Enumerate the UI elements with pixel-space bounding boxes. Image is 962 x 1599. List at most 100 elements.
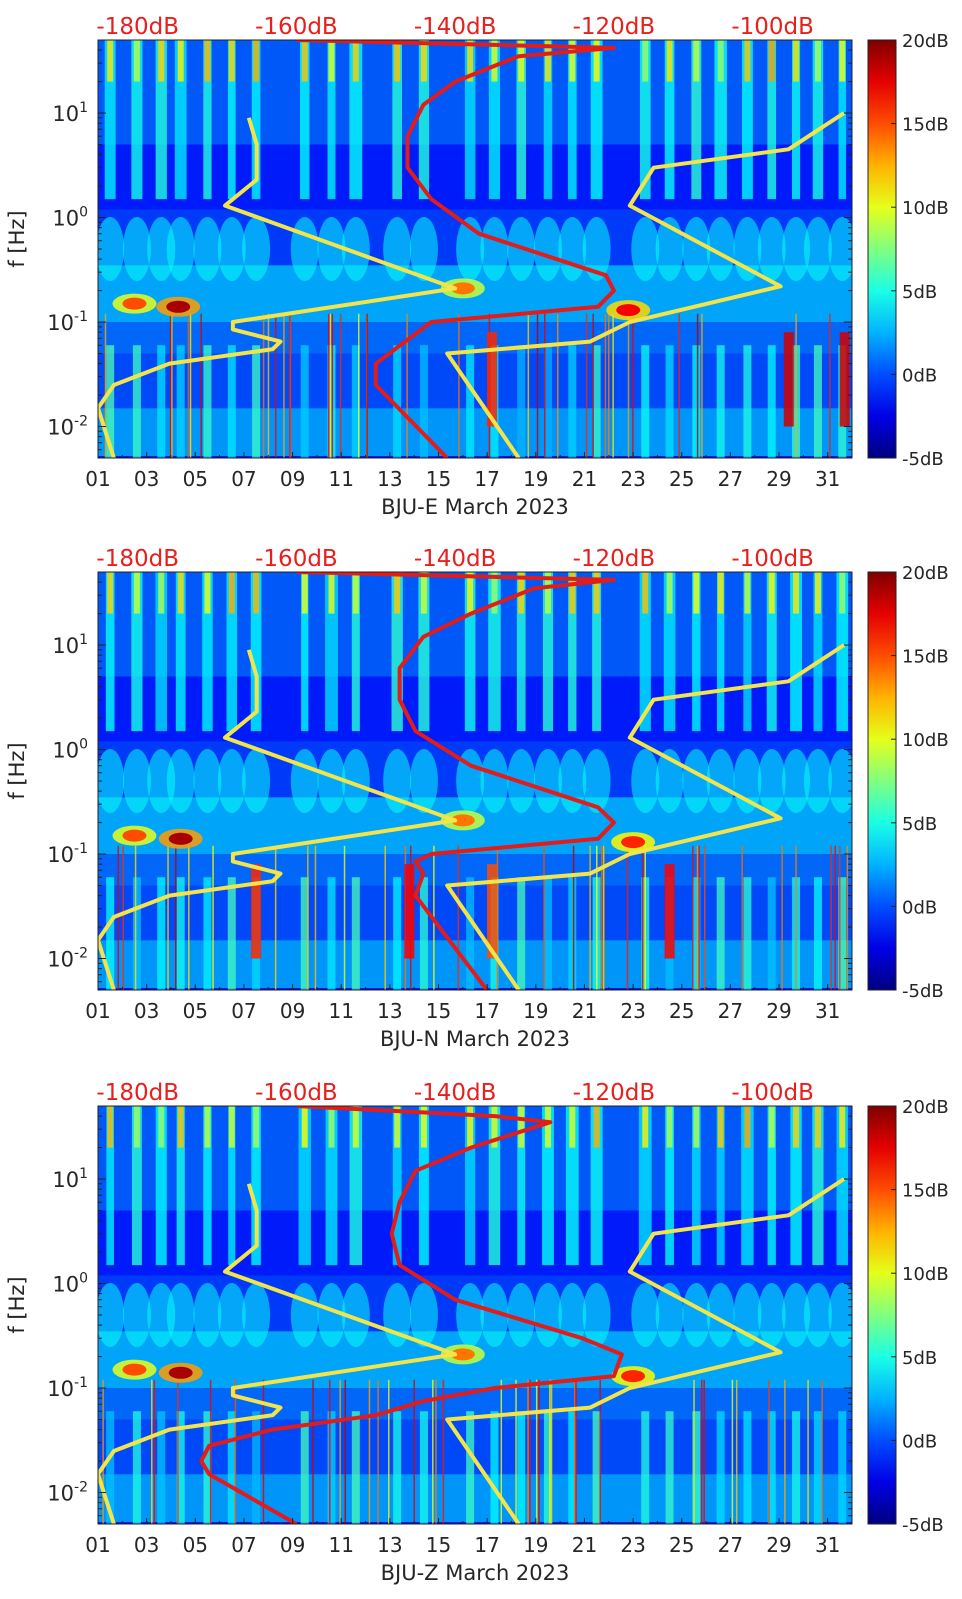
daily-stripe-hot	[301, 1106, 308, 1148]
daily-stripe-low	[419, 877, 428, 990]
daily-stripe-low	[838, 877, 847, 990]
daily-plume	[828, 749, 852, 813]
daily-stripe	[327, 40, 336, 200]
daily-plume	[122, 217, 151, 281]
transient-line	[117, 845, 119, 990]
transient-line	[538, 1379, 540, 1524]
daily-stripe	[227, 40, 236, 200]
daily-plume	[341, 1283, 370, 1347]
y-axis-label: f [Hz]	[5, 210, 29, 267]
transient-line	[678, 313, 681, 458]
transient-line	[134, 845, 137, 990]
daily-plume	[341, 217, 370, 281]
daily-stripe-low	[106, 1411, 115, 1524]
daily-plume	[317, 217, 346, 281]
daily-plume	[98, 749, 125, 813]
transient-line	[574, 1379, 576, 1524]
transient-line	[703, 845, 706, 990]
x-tick-label: 03	[134, 999, 159, 1023]
y-tick-label: 101	[52, 1166, 88, 1192]
daily-plume	[507, 1283, 536, 1347]
daily-stripe	[298, 1106, 311, 1266]
low-frequency-burst	[839, 332, 850, 427]
daily-plume	[558, 217, 587, 281]
daily-stripe-hot	[768, 40, 775, 82]
daily-plume	[655, 749, 684, 813]
daily-plume	[217, 217, 246, 281]
colorbar-tick-label: 20dB	[902, 31, 949, 52]
daily-stripe-hot	[839, 40, 846, 82]
transient-line	[604, 313, 607, 458]
daily-stripe-hot	[420, 1106, 427, 1148]
x-tick-label: 11	[328, 999, 353, 1023]
transient-line	[515, 1379, 517, 1524]
x-tick-label: 15	[426, 467, 451, 491]
colorbar-tick-label: 20dB	[902, 563, 949, 584]
daily-stripe	[418, 40, 430, 200]
daily-plume	[631, 1283, 660, 1347]
daily-stripe	[105, 572, 115, 732]
daily-stripe-low	[767, 1411, 776, 1524]
daily-stripe	[767, 40, 777, 200]
daily-stripe	[351, 572, 360, 732]
x-tick-label: 01	[85, 467, 110, 491]
daily-stripe-hot	[693, 1106, 700, 1148]
daily-stripe-hot	[642, 572, 649, 614]
daily-stripe	[565, 1106, 579, 1266]
daily-plume	[533, 749, 562, 813]
daily-stripe-hot	[228, 40, 235, 82]
top-db-label: -100dB	[731, 14, 814, 40]
daily-stripe-hot	[693, 40, 700, 82]
x-tick-label: 07	[231, 467, 256, 491]
daily-stripe-low	[300, 345, 309, 458]
top-db-label: -160dB	[255, 14, 338, 40]
daily-stripe-low	[568, 877, 577, 990]
transient-line	[807, 1379, 809, 1524]
daily-stripe	[488, 40, 501, 200]
transient-line	[212, 845, 214, 990]
transient-line	[696, 845, 699, 990]
transient-line	[692, 845, 694, 990]
x-tick-label: 29	[766, 1533, 791, 1557]
daily-stripe-low	[568, 1411, 577, 1524]
daily-stripe-low	[106, 877, 115, 990]
daily-plume	[480, 217, 509, 281]
daily-plume	[409, 749, 438, 813]
transient-line	[344, 1379, 347, 1524]
daily-stripe	[665, 1106, 674, 1266]
transient-line	[701, 313, 703, 458]
spectrogram-band	[98, 353, 852, 409]
daily-stripe-low	[813, 1411, 822, 1524]
daily-stripe-low	[227, 877, 236, 990]
transient-line	[626, 845, 629, 990]
daily-stripe-low	[543, 877, 552, 990]
x-tick-label: 27	[718, 999, 743, 1023]
x-tick-label: 23	[620, 999, 645, 1023]
daily-stripe	[813, 572, 823, 732]
transient-line	[839, 845, 841, 990]
y-tick-label: 100	[52, 737, 88, 763]
transient-line	[602, 845, 605, 990]
daily-plume	[122, 1283, 151, 1347]
transient-line	[366, 313, 368, 458]
x-tick-label: 09	[280, 467, 305, 491]
colorbar-tick-label: 0dB	[902, 1431, 937, 1452]
daily-plume	[757, 749, 786, 813]
daily-stripe-low	[132, 1411, 141, 1524]
transient-line	[169, 313, 172, 458]
daily-stripe	[325, 572, 338, 732]
top-db-label: -140dB	[414, 546, 497, 572]
daily-plume	[166, 1283, 195, 1347]
transient-line	[167, 845, 169, 990]
transient-line	[641, 845, 644, 990]
transient-line	[267, 313, 270, 458]
transient-line	[795, 845, 797, 990]
daily-stripe-hot	[228, 572, 235, 614]
x-tick-label: 19	[523, 1533, 548, 1557]
daily-plume	[803, 1283, 832, 1347]
daily-stripe-low	[716, 1411, 725, 1524]
daily-stripe-hot	[814, 40, 821, 82]
transient-line	[592, 313, 594, 458]
colorbar-tick-label: 10dB	[902, 198, 949, 219]
